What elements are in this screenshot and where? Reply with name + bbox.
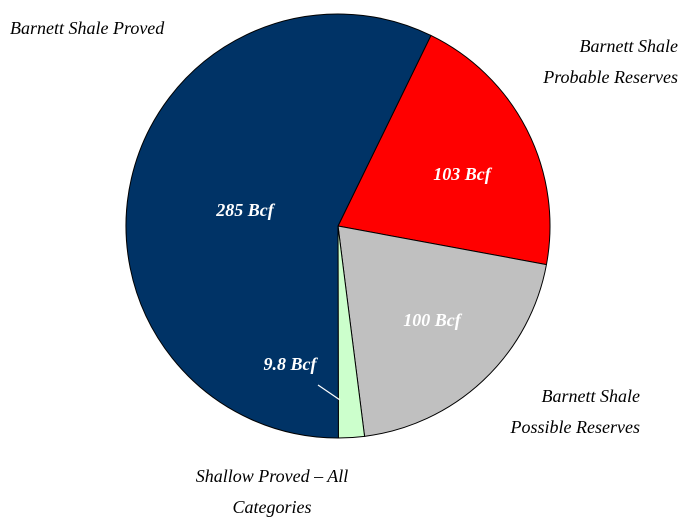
category-label: Barnett Shale Possible Reserves bbox=[510, 386, 640, 437]
category-label: Shallow Proved – All Categories bbox=[196, 466, 349, 517]
pie-slice bbox=[125, 13, 432, 439]
value-label: 285 Bcf bbox=[215, 200, 275, 220]
value-label: 9.8 Bcf bbox=[264, 354, 319, 374]
pie-slice bbox=[337, 34, 551, 266]
pie-slice bbox=[337, 225, 548, 437]
category-label: Barnett Shale Proved bbox=[10, 18, 165, 38]
leader-line bbox=[317, 384, 341, 401]
value-label: 103 Bcf bbox=[433, 164, 492, 184]
category-label: Barnett Shale Probable Reserves bbox=[542, 36, 678, 87]
value-label: 100 Bcf bbox=[403, 310, 462, 330]
